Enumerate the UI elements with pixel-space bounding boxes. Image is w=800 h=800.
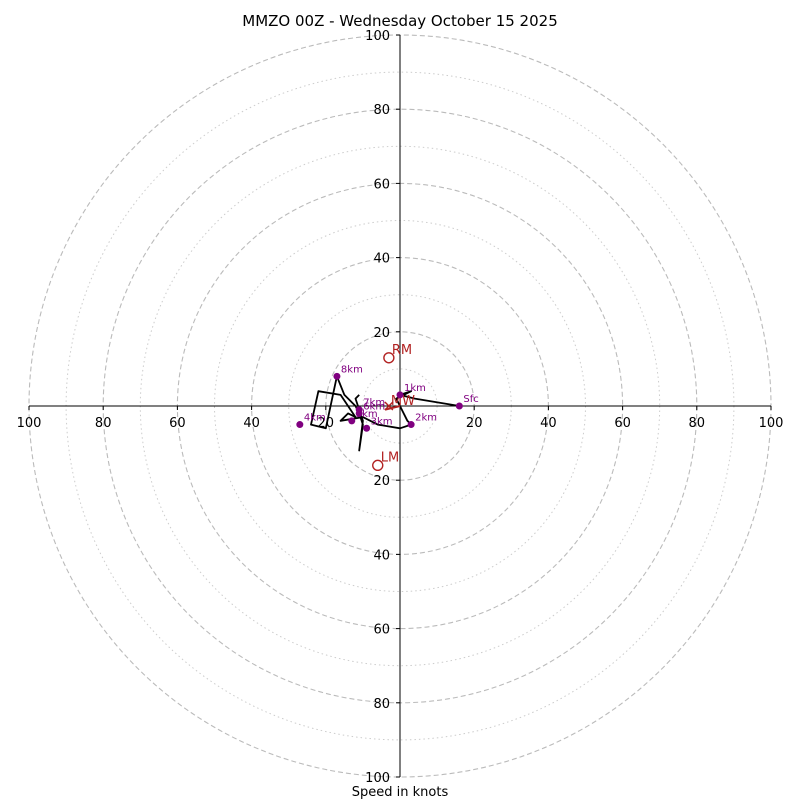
x-tick-label: 20 xyxy=(466,416,483,431)
hodograph-trace-group xyxy=(310,375,460,452)
height-point-7km xyxy=(355,406,363,414)
rm-motion-label: RM xyxy=(392,343,412,358)
y-tick-label: 80 xyxy=(373,103,390,118)
height-label-7km: 7km xyxy=(363,398,385,409)
lm-motion-marker xyxy=(372,459,384,472)
hodograph-trace xyxy=(310,375,460,452)
height-label-3km: 3km xyxy=(371,416,393,427)
y-tick-label: 60 xyxy=(373,623,390,638)
x-tick-label: 100 xyxy=(759,416,784,431)
height-point-3km xyxy=(363,424,371,432)
height-point-2km xyxy=(407,421,415,429)
shear-vector xyxy=(384,405,401,411)
y-tick-label: 40 xyxy=(373,548,390,563)
y-tick-label: 80 xyxy=(373,697,390,712)
x-axis-label: Speed in knots xyxy=(352,785,449,800)
tick-labels: 100 80 60 40 20 20 40 60 80 100100806040202040608… xyxy=(17,29,784,786)
height-point-8km xyxy=(333,372,341,380)
height-point-1km xyxy=(396,391,404,399)
lm-motion-label: LM xyxy=(381,450,399,465)
chart-title: MMZO 00Z - Wednesday October 15 2025 xyxy=(242,12,557,30)
y-tick-label: 40 xyxy=(373,252,390,267)
rm-motion-marker xyxy=(383,352,395,364)
x-tick-label: 60 xyxy=(169,416,186,431)
x-tick-label: 80 xyxy=(689,416,706,431)
height-point-5km xyxy=(348,417,356,425)
y-tick-label: 20 xyxy=(373,326,390,341)
y-tick-label: 100 xyxy=(365,771,390,786)
height-label-4km: 4km xyxy=(304,413,326,424)
y-tick-label: 20 xyxy=(373,474,390,489)
height-point-sfc xyxy=(455,402,463,410)
height-label-sfc: Sfc xyxy=(463,394,478,405)
y-tick-label: 60 xyxy=(373,177,390,192)
mean-wind-label: MW xyxy=(391,394,415,409)
x-tick-label: 60 xyxy=(614,416,631,431)
x-tick-label: 80 xyxy=(95,416,112,431)
y-tick-label: 100 xyxy=(365,29,390,44)
x-tick-label: 40 xyxy=(243,416,260,431)
height-label-1km: 1km xyxy=(404,383,426,394)
height-label-5km: 5km xyxy=(356,409,378,420)
x-tick-label: 100 xyxy=(17,416,42,431)
storm-motion-group: RM LM MW xyxy=(372,343,415,472)
x-tick-label: 40 xyxy=(540,416,557,431)
mean-wind-marker xyxy=(384,401,394,411)
height-point-4km xyxy=(296,421,304,429)
height-label-6km: 6km xyxy=(363,401,385,412)
height-label-8km: 8km xyxy=(341,364,363,375)
height-label-2km: 2km xyxy=(415,413,437,424)
